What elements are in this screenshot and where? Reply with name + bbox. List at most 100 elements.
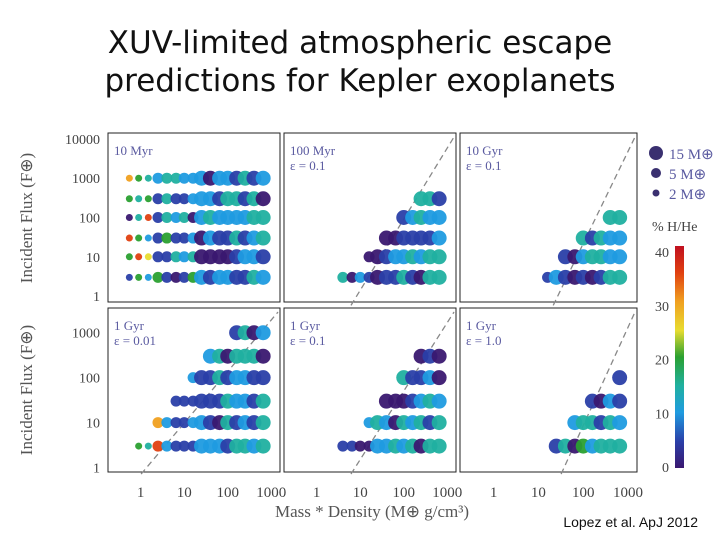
x-tick-label: 100 bbox=[572, 485, 595, 501]
data-point bbox=[255, 269, 271, 285]
data-point bbox=[152, 193, 164, 205]
data-point bbox=[612, 438, 628, 454]
y-axis-label-top: Incident Flux (F⊕) bbox=[17, 153, 36, 283]
x-tick-label: 10 bbox=[531, 485, 546, 501]
data-point bbox=[612, 230, 628, 246]
data-point bbox=[178, 193, 190, 205]
data-point bbox=[135, 234, 143, 242]
data-point bbox=[337, 271, 349, 283]
data-point bbox=[354, 271, 366, 283]
panel-epsilon-label: ε = 0.1 bbox=[290, 333, 326, 348]
x-tick-label: 100 bbox=[392, 485, 415, 501]
data-point bbox=[178, 212, 190, 223]
panel-age-label: 100 Myr bbox=[290, 143, 336, 158]
data-point bbox=[144, 174, 152, 182]
data-point bbox=[346, 271, 358, 283]
data-point bbox=[255, 348, 271, 364]
panel-epsilon-label: ε = 0.1 bbox=[290, 158, 326, 173]
data-point bbox=[431, 393, 447, 409]
data-point bbox=[612, 269, 628, 285]
data-point bbox=[612, 415, 628, 431]
x-tick-label: 1000 bbox=[432, 485, 462, 501]
panel-age-label: 1 Gyr bbox=[290, 318, 321, 333]
data-point bbox=[431, 438, 447, 454]
x-axis-label: Mass * Density (M⊕ g/cm³) bbox=[275, 502, 469, 521]
data-point bbox=[144, 273, 152, 281]
data-point bbox=[152, 251, 164, 263]
colorbar-tick-label: 20 bbox=[655, 354, 669, 369]
data-point bbox=[152, 232, 164, 244]
data-point bbox=[170, 271, 182, 283]
data-point bbox=[255, 249, 271, 265]
data-point bbox=[255, 191, 271, 207]
colorbar-tick-label: 10 bbox=[655, 407, 669, 422]
data-point bbox=[170, 417, 182, 429]
data-point bbox=[255, 438, 271, 454]
data-point bbox=[431, 370, 447, 386]
mass-legend-label: 15 M⊕ bbox=[669, 147, 714, 163]
colorbar-tick-label: 0 bbox=[662, 461, 669, 476]
data-point bbox=[178, 417, 190, 429]
data-point bbox=[152, 440, 164, 452]
panel-1: 10 Myr bbox=[107, 132, 281, 303]
data-point bbox=[135, 442, 143, 450]
data-point bbox=[255, 415, 271, 431]
data-point bbox=[125, 273, 133, 281]
y-axis-label-bottom: Incident Flux (F⊕) bbox=[17, 325, 36, 455]
y-tick-label: 10 bbox=[86, 251, 100, 266]
data-point bbox=[144, 253, 152, 261]
data-point bbox=[431, 210, 447, 225]
mass-legend-marker bbox=[651, 168, 661, 178]
data-point bbox=[144, 195, 152, 203]
data-point bbox=[431, 230, 447, 246]
data-point bbox=[170, 440, 182, 452]
x-tick-label: 100 bbox=[216, 485, 239, 501]
data-point bbox=[161, 271, 173, 283]
panel-age-label: 10 Gyr bbox=[466, 143, 503, 158]
title-line-2: predictions for Kepler exoplanets bbox=[104, 63, 616, 99]
colorbar-title: % H/He bbox=[652, 220, 698, 235]
y-tick-label: 10000 bbox=[65, 133, 100, 148]
data-point bbox=[161, 193, 173, 205]
colorbar bbox=[675, 246, 684, 468]
x-tick-label: 1 bbox=[313, 485, 321, 501]
mass-legend-marker bbox=[652, 189, 660, 197]
data-point bbox=[255, 370, 271, 386]
data-point bbox=[152, 417, 164, 429]
y-tick-label: 1 bbox=[93, 462, 100, 477]
data-point bbox=[125, 195, 133, 203]
y-tick-label: 10 bbox=[86, 417, 100, 432]
data-point bbox=[170, 251, 182, 263]
mass-legend-marker bbox=[649, 146, 663, 160]
colorbar-tick-label: 30 bbox=[655, 300, 669, 315]
data-point bbox=[431, 415, 447, 431]
data-point bbox=[612, 393, 628, 409]
data-point bbox=[431, 348, 447, 364]
x-tick-label: 1000 bbox=[613, 485, 643, 501]
data-point bbox=[178, 271, 190, 283]
x-tick-label: 1 bbox=[490, 485, 498, 501]
y-tick-label: 100 bbox=[79, 372, 100, 387]
y-tick-label: 100 bbox=[79, 212, 100, 227]
data-point bbox=[354, 440, 366, 452]
data-point bbox=[612, 249, 628, 265]
panel-epsilon-label: ε = 0.1 bbox=[466, 158, 502, 173]
data-point bbox=[255, 210, 271, 225]
x-tick-label: 1000 bbox=[256, 485, 286, 501]
citation: Lopez et al. ApJ 2012 bbox=[563, 514, 698, 530]
data-point bbox=[152, 271, 164, 283]
data-point bbox=[125, 253, 133, 261]
data-point bbox=[431, 269, 447, 285]
x-tick-label: 10 bbox=[177, 485, 192, 501]
data-point bbox=[612, 370, 628, 386]
data-point bbox=[144, 442, 152, 450]
data-point bbox=[135, 214, 143, 221]
data-point bbox=[161, 172, 173, 184]
colorbar-tick-label: 40 bbox=[655, 246, 669, 261]
data-point bbox=[170, 193, 182, 205]
data-point bbox=[161, 417, 173, 429]
